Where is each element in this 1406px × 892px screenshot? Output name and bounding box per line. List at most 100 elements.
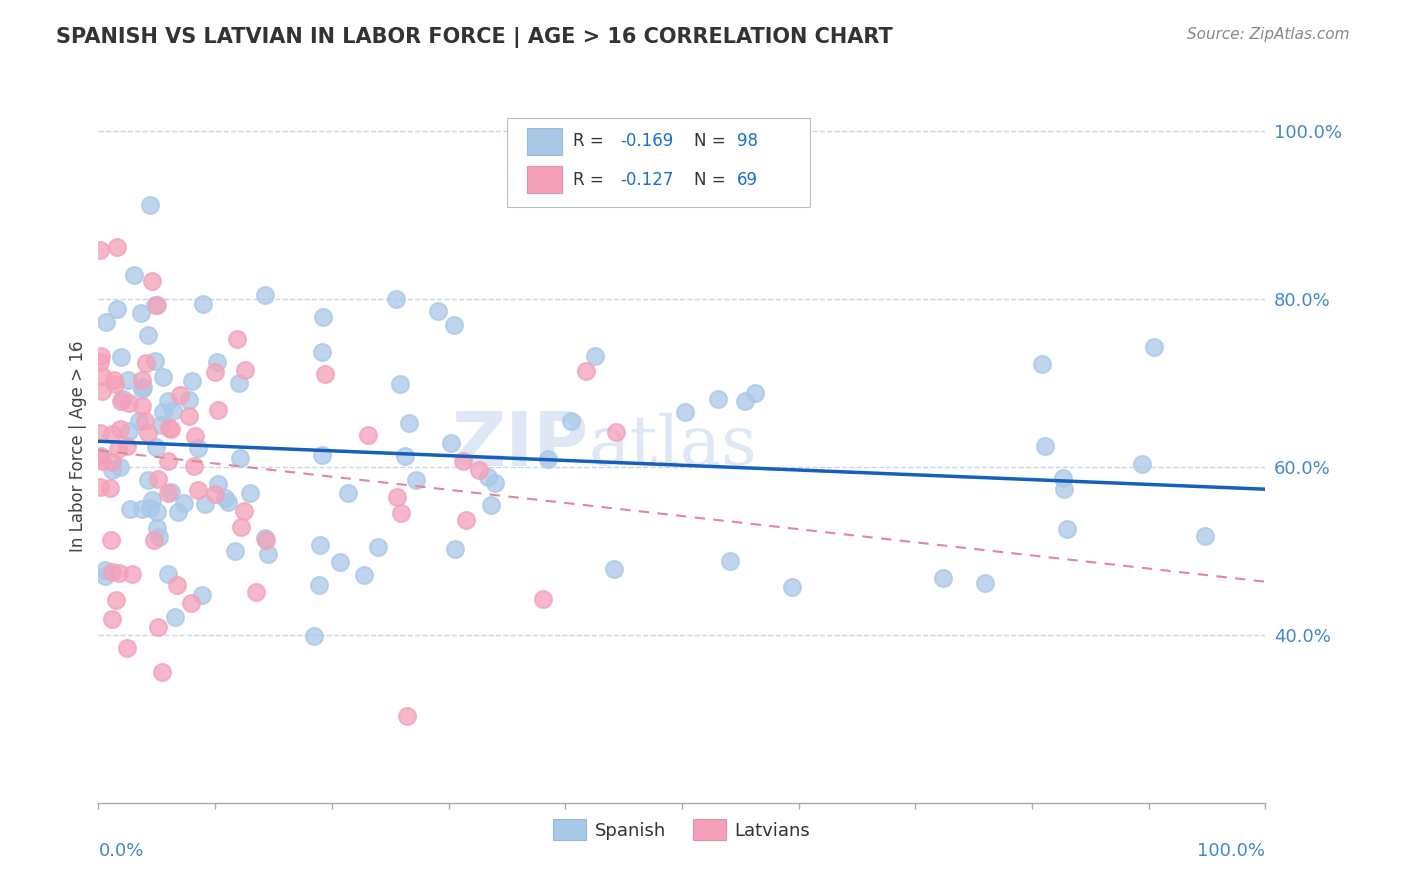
Point — [451, 454, 474, 468]
Point — [134, 414, 156, 428]
Point — [311, 448, 333, 462]
Point — [141, 274, 163, 288]
Point — [560, 414, 582, 428]
Point — [148, 620, 170, 634]
Point — [389, 377, 412, 392]
Text: R =: R = — [574, 132, 609, 150]
Point — [1035, 439, 1057, 453]
Point — [1142, 340, 1164, 354]
Point — [394, 449, 416, 463]
Point — [122, 268, 145, 282]
Text: -0.127: -0.127 — [620, 171, 673, 189]
Bar — [527, 128, 562, 155]
Point — [253, 288, 276, 302]
Point — [145, 298, 167, 312]
Point — [138, 198, 160, 212]
Point — [204, 487, 226, 501]
Point — [974, 576, 997, 591]
Point — [254, 533, 277, 547]
Point — [357, 427, 380, 442]
Point — [89, 480, 111, 494]
Point — [932, 571, 955, 585]
Point — [160, 422, 183, 436]
Point — [135, 356, 157, 370]
Point — [108, 566, 131, 580]
Point — [108, 422, 131, 436]
Point — [673, 405, 696, 419]
Point — [94, 568, 117, 582]
Point — [385, 490, 408, 504]
Point — [165, 610, 187, 624]
Point — [166, 577, 188, 591]
Point — [179, 409, 201, 423]
Point — [101, 455, 124, 469]
Legend: Spanish, Latvians: Spanish, Latvians — [546, 812, 818, 847]
Point — [100, 533, 122, 547]
Point — [229, 450, 252, 465]
Point — [162, 403, 184, 417]
Point — [1031, 357, 1053, 371]
Point — [89, 450, 111, 465]
Point — [136, 425, 159, 440]
Point — [121, 567, 143, 582]
Point — [156, 567, 179, 582]
Point — [191, 296, 214, 310]
Point — [90, 449, 112, 463]
Text: ZIP: ZIP — [451, 409, 589, 483]
Point — [454, 513, 477, 527]
Point — [187, 441, 209, 455]
Point — [226, 332, 249, 346]
Point — [468, 463, 491, 477]
Point — [107, 442, 129, 456]
Point — [177, 393, 200, 408]
Point — [143, 354, 166, 368]
Point — [169, 388, 191, 402]
Point — [312, 310, 335, 325]
Text: 98: 98 — [737, 132, 758, 150]
Point — [205, 355, 228, 369]
Text: Source: ZipAtlas.com: Source: ZipAtlas.com — [1187, 27, 1350, 42]
Point — [90, 454, 112, 468]
Text: 100.0%: 100.0% — [1198, 842, 1265, 860]
Point — [105, 593, 128, 607]
Point — [152, 369, 174, 384]
Text: R =: R = — [574, 171, 609, 189]
Point — [396, 709, 419, 723]
Point — [204, 365, 226, 379]
Point — [190, 588, 212, 602]
Point — [207, 402, 229, 417]
Point — [308, 578, 330, 592]
Point — [217, 494, 239, 508]
Point — [257, 547, 280, 561]
Text: N =: N = — [693, 132, 731, 150]
Text: N =: N = — [693, 171, 731, 189]
Point — [141, 493, 163, 508]
Point — [148, 472, 170, 486]
Point — [108, 459, 131, 474]
Point — [132, 380, 155, 394]
Point — [187, 483, 209, 498]
Point — [115, 439, 138, 453]
Point — [89, 425, 111, 440]
Text: SPANISH VS LATVIAN IN LABOR FORCE | AGE > 16 CORRELATION CHART: SPANISH VS LATVIAN IN LABOR FORCE | AGE … — [56, 27, 893, 48]
Point — [117, 424, 139, 438]
Point — [136, 328, 159, 343]
Point — [232, 504, 254, 518]
Point — [157, 420, 180, 434]
Point — [583, 349, 606, 363]
Point — [253, 532, 276, 546]
Point — [131, 373, 153, 387]
Point — [180, 596, 202, 610]
Point — [118, 396, 141, 410]
Point — [707, 392, 730, 406]
Point — [101, 612, 124, 626]
Point — [110, 350, 132, 364]
Point — [111, 392, 134, 406]
Bar — [527, 166, 562, 194]
Point — [1053, 482, 1076, 496]
Point — [120, 501, 142, 516]
Point — [314, 367, 336, 381]
Point — [329, 555, 352, 569]
Point — [229, 520, 252, 534]
Point — [1130, 457, 1153, 471]
